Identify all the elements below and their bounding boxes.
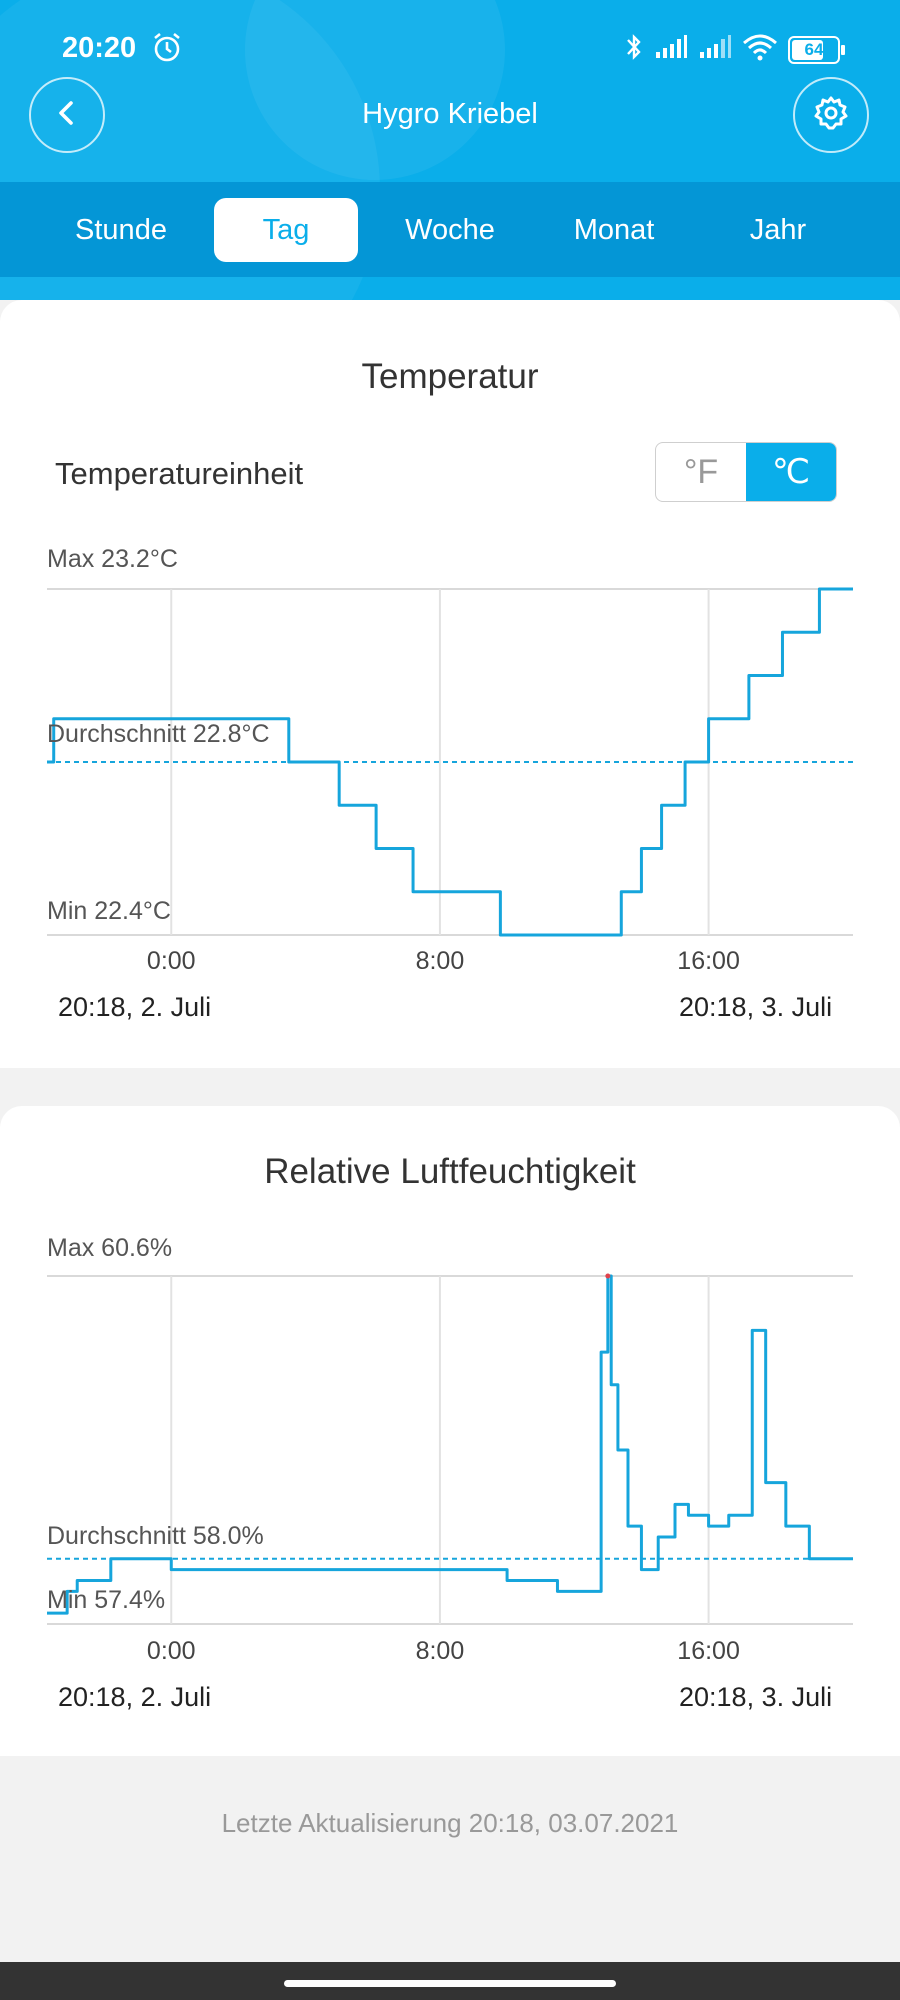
temperature-start-date: 20:18, 2. Juli	[58, 992, 212, 1022]
temperature-unit-toggle[interactable]: °F ℃	[655, 442, 837, 502]
temperature-unit-label: Temperatureinheit	[55, 456, 304, 491]
tab-woche[interactable]: Woche	[405, 214, 495, 246]
temperature-title: Temperatur	[361, 357, 539, 396]
status-bar: 20:20 64	[0, 30, 900, 70]
tab-monat[interactable]: Monat	[573, 214, 655, 246]
humidity-x-tick-label: 8:00	[416, 1637, 465, 1665]
app-header: 20:20 64 Hygro Kriebel	[0, 0, 900, 300]
page-title: Hygro Kriebel	[362, 98, 538, 130]
bluetooth-icon	[624, 32, 644, 67]
signal-icon	[654, 34, 688, 65]
humidity-avg-label: Durchschnitt 58.0%	[47, 1522, 264, 1550]
humidity-x-tick-label: 16:00	[677, 1637, 740, 1665]
unit-fahrenheit-button[interactable]: °F	[683, 453, 719, 491]
chevron-left-icon	[52, 98, 82, 133]
humidity-x-tick-label: 0:00	[147, 1637, 196, 1665]
signal-icon	[698, 34, 732, 65]
temperature-min-label: Min 22.4°C	[47, 897, 171, 925]
system-nav-bar	[0, 1962, 900, 2000]
temperature-x-tick-label: 8:00	[416, 947, 465, 975]
tab-stunde[interactable]: Stunde	[75, 214, 167, 246]
temperature-x-tick-label: 0:00	[147, 947, 196, 975]
back-button[interactable]	[29, 77, 105, 153]
humidity-start-date: 20:18, 2. Juli	[58, 1682, 212, 1712]
settings-button[interactable]	[793, 77, 869, 153]
humidity-data-point	[605, 1273, 611, 1279]
humidity-plot-area: 0:00 8:00 16:00	[46, 1273, 854, 1665]
temperature-plot-area: 0:00 8:00 16:00	[46, 587, 854, 975]
battery-icon: 64	[788, 35, 845, 64]
temperature-avg-label: Durchschnitt 22.8°C	[47, 720, 270, 748]
humidity-series-line	[47, 1274, 853, 1615]
battery-level: 64	[804, 39, 824, 59]
tab-jahr[interactable]: Jahr	[749, 214, 807, 246]
humidity-title: Relative Luftfeuchtigkeit	[264, 1152, 636, 1191]
humidity-end-date: 20:18, 3. Juli	[679, 1682, 833, 1712]
temperature-series-line	[47, 587, 853, 937]
unit-celsius-button[interactable]: ℃	[746, 443, 836, 501]
temperature-max-label: Max 23.2°C	[47, 545, 178, 573]
tab-tag[interactable]: Tag	[214, 198, 358, 262]
humidity-card	[0, 1106, 900, 1756]
temperature-end-date: 20:18, 3. Juli	[679, 992, 833, 1022]
period-tabs: Stunde Tag Woche Monat Jahr	[0, 182, 900, 277]
alarm-icon	[150, 30, 184, 69]
status-time: 20:20	[62, 32, 137, 64]
wifi-icon	[742, 33, 778, 66]
temperature-x-tick-label: 16:00	[677, 947, 740, 975]
last-update-text: Letzte Aktualisierung 20:18, 03.07.2021	[221, 1808, 679, 1838]
humidity-max-label: Max 60.6%	[47, 1234, 173, 1262]
home-indicator[interactable]	[284, 1980, 616, 1987]
gear-icon	[812, 94, 850, 137]
humidity-min-label: Min 57.4%	[47, 1586, 166, 1614]
